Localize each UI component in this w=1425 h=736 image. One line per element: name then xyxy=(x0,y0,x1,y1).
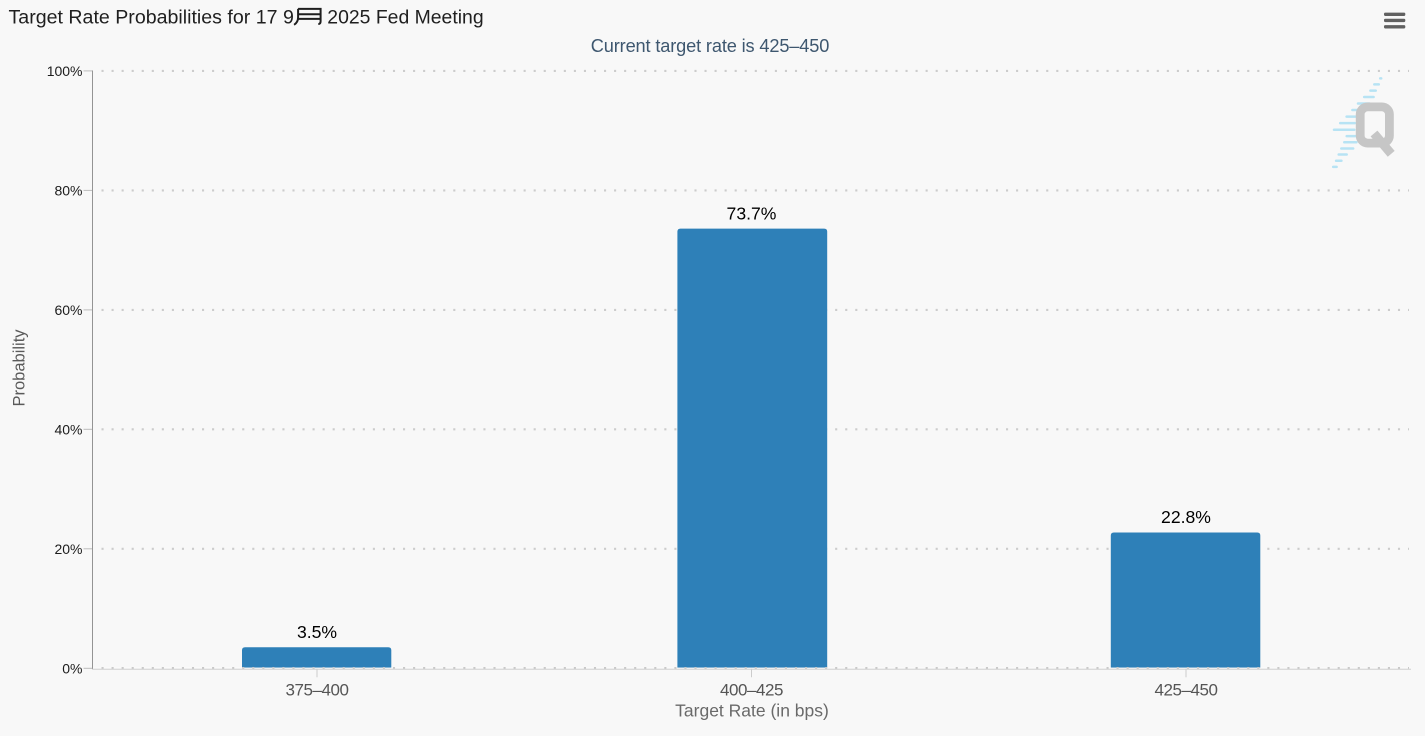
svg-text:22.8%: 22.8% xyxy=(1161,507,1211,527)
svg-text:20%: 20% xyxy=(54,541,82,557)
svg-text:2025 Fed Meeting: 2025 Fed Meeting xyxy=(327,6,483,28)
svg-text:375–400: 375–400 xyxy=(285,680,348,699)
svg-text:73.7%: 73.7% xyxy=(727,203,777,223)
svg-text:3.5%: 3.5% xyxy=(297,622,337,642)
svg-text:100%: 100% xyxy=(47,63,83,79)
svg-text:400–425: 400–425 xyxy=(720,680,783,699)
svg-text:Probability: Probability xyxy=(11,329,29,407)
svg-text:0%: 0% xyxy=(62,660,82,676)
svg-text:Current target rate is 425–450: Current target rate is 425–450 xyxy=(591,36,829,56)
svg-text:Target Rate Probabilities for: Target Rate Probabilities for 17 9 xyxy=(9,6,294,28)
svg-text:80%: 80% xyxy=(54,183,82,199)
svg-text:40%: 40% xyxy=(54,421,82,437)
svg-text:425–450: 425–450 xyxy=(1154,680,1217,699)
svg-text:60%: 60% xyxy=(54,302,82,318)
svg-text:Target Rate (in bps): Target Rate (in bps) xyxy=(675,701,829,721)
